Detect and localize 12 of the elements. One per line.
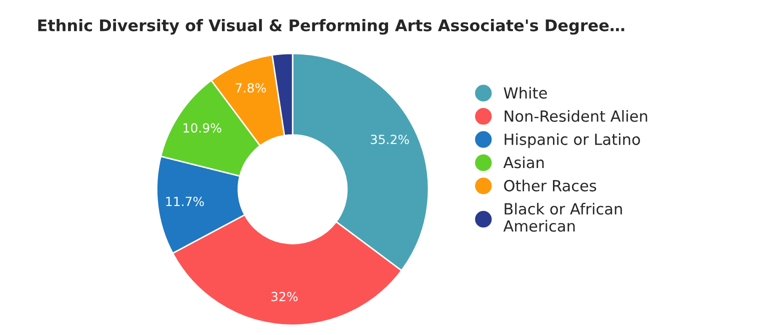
legend-label: Hispanic or Latino xyxy=(504,133,640,148)
legend-label: Asian xyxy=(503,156,544,168)
data-label: 35.2% xyxy=(370,134,409,144)
data-label: 11.7% xyxy=(166,196,204,206)
data-label: 32% xyxy=(271,292,298,302)
legend-label: White xyxy=(504,86,547,99)
data-label: 7.8% xyxy=(236,83,266,93)
chart-title: Ethnic Diversity of Visual & Performing Arts Associate's Degree… xyxy=(38,19,624,35)
legend-label: Other Races xyxy=(504,180,596,192)
legend-label: Black or African American xyxy=(503,202,622,232)
data-label: 10.9% xyxy=(184,123,222,133)
legend-label: Non-Resident Alien xyxy=(504,110,648,122)
